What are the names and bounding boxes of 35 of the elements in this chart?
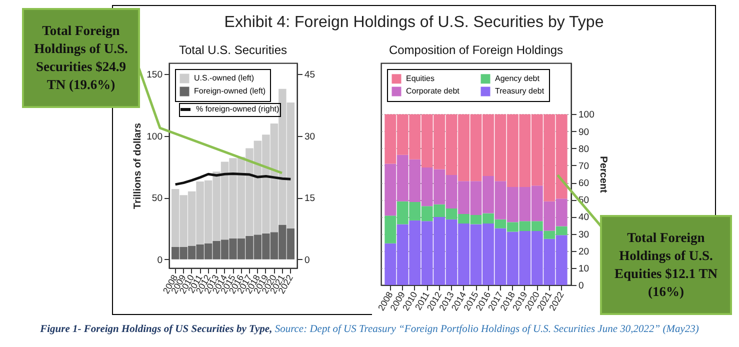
y-tick-label: 60 xyxy=(578,178,590,190)
y-tick-label: 70 xyxy=(578,160,590,172)
y-tick-label: 90 xyxy=(578,126,590,138)
y-tick-label: 10 xyxy=(578,263,590,274)
annotation: Total Foreign Holdings of U.S. Equities $12.1 TN (16%) xyxy=(600,215,732,315)
y-tick-label: 20 xyxy=(578,246,590,258)
y2-tick-label: 30 xyxy=(304,131,316,142)
y-tick-label: 0 xyxy=(157,254,162,266)
y-tick-label: 30 xyxy=(578,229,590,240)
y-tick-label: 80 xyxy=(578,144,590,155)
y-tick-label: 100 xyxy=(146,131,162,142)
legend-label: U.S.-owned (left) xyxy=(194,74,254,82)
chart-subtitle: Total U.S. Securities xyxy=(178,43,288,57)
y2-tick-label: 0 xyxy=(304,254,310,266)
caption: Figure 1- Foreign Holdings of US Securities by Type, xyxy=(40,324,272,335)
y-tick-label: 40 xyxy=(578,212,590,224)
y-axis-title: Percent xyxy=(597,156,608,194)
source-note: Source: Dept of US Treasury “Foreign Portfolio Holdings of U.S. Securities June 30,2022” (May23) xyxy=(274,324,699,335)
y-tick-label: 0 xyxy=(578,280,584,292)
legend-label: % foreign-owned (right) xyxy=(196,104,280,114)
y-tick-label: 50 xyxy=(152,193,162,204)
chart-title: Composition of Foreign Holdings xyxy=(388,43,564,57)
legend-label: Corporate debt xyxy=(406,86,460,96)
line-series xyxy=(174,172,292,186)
legend-label: Equities xyxy=(406,74,434,83)
legend-label: Treasury debt xyxy=(495,86,545,96)
legend-label: Agency debt xyxy=(495,74,540,83)
y2-tick-label: 15 xyxy=(304,193,316,204)
text: Total Foreign Holdings of U.S. Securities $24.9 TN (19.6%) xyxy=(22,8,140,108)
y-tick-label: 150 xyxy=(146,70,162,81)
legend-label: Foreign-owned (left) xyxy=(194,86,266,96)
y2-tick-label: 45 xyxy=(304,70,316,81)
text: Exhibit 4: Foreign Holdings of U.S. Securities by Type xyxy=(224,14,604,31)
y-axis-title: Trillions of dollars xyxy=(132,122,144,210)
y-tick-label: 100 xyxy=(578,110,594,121)
